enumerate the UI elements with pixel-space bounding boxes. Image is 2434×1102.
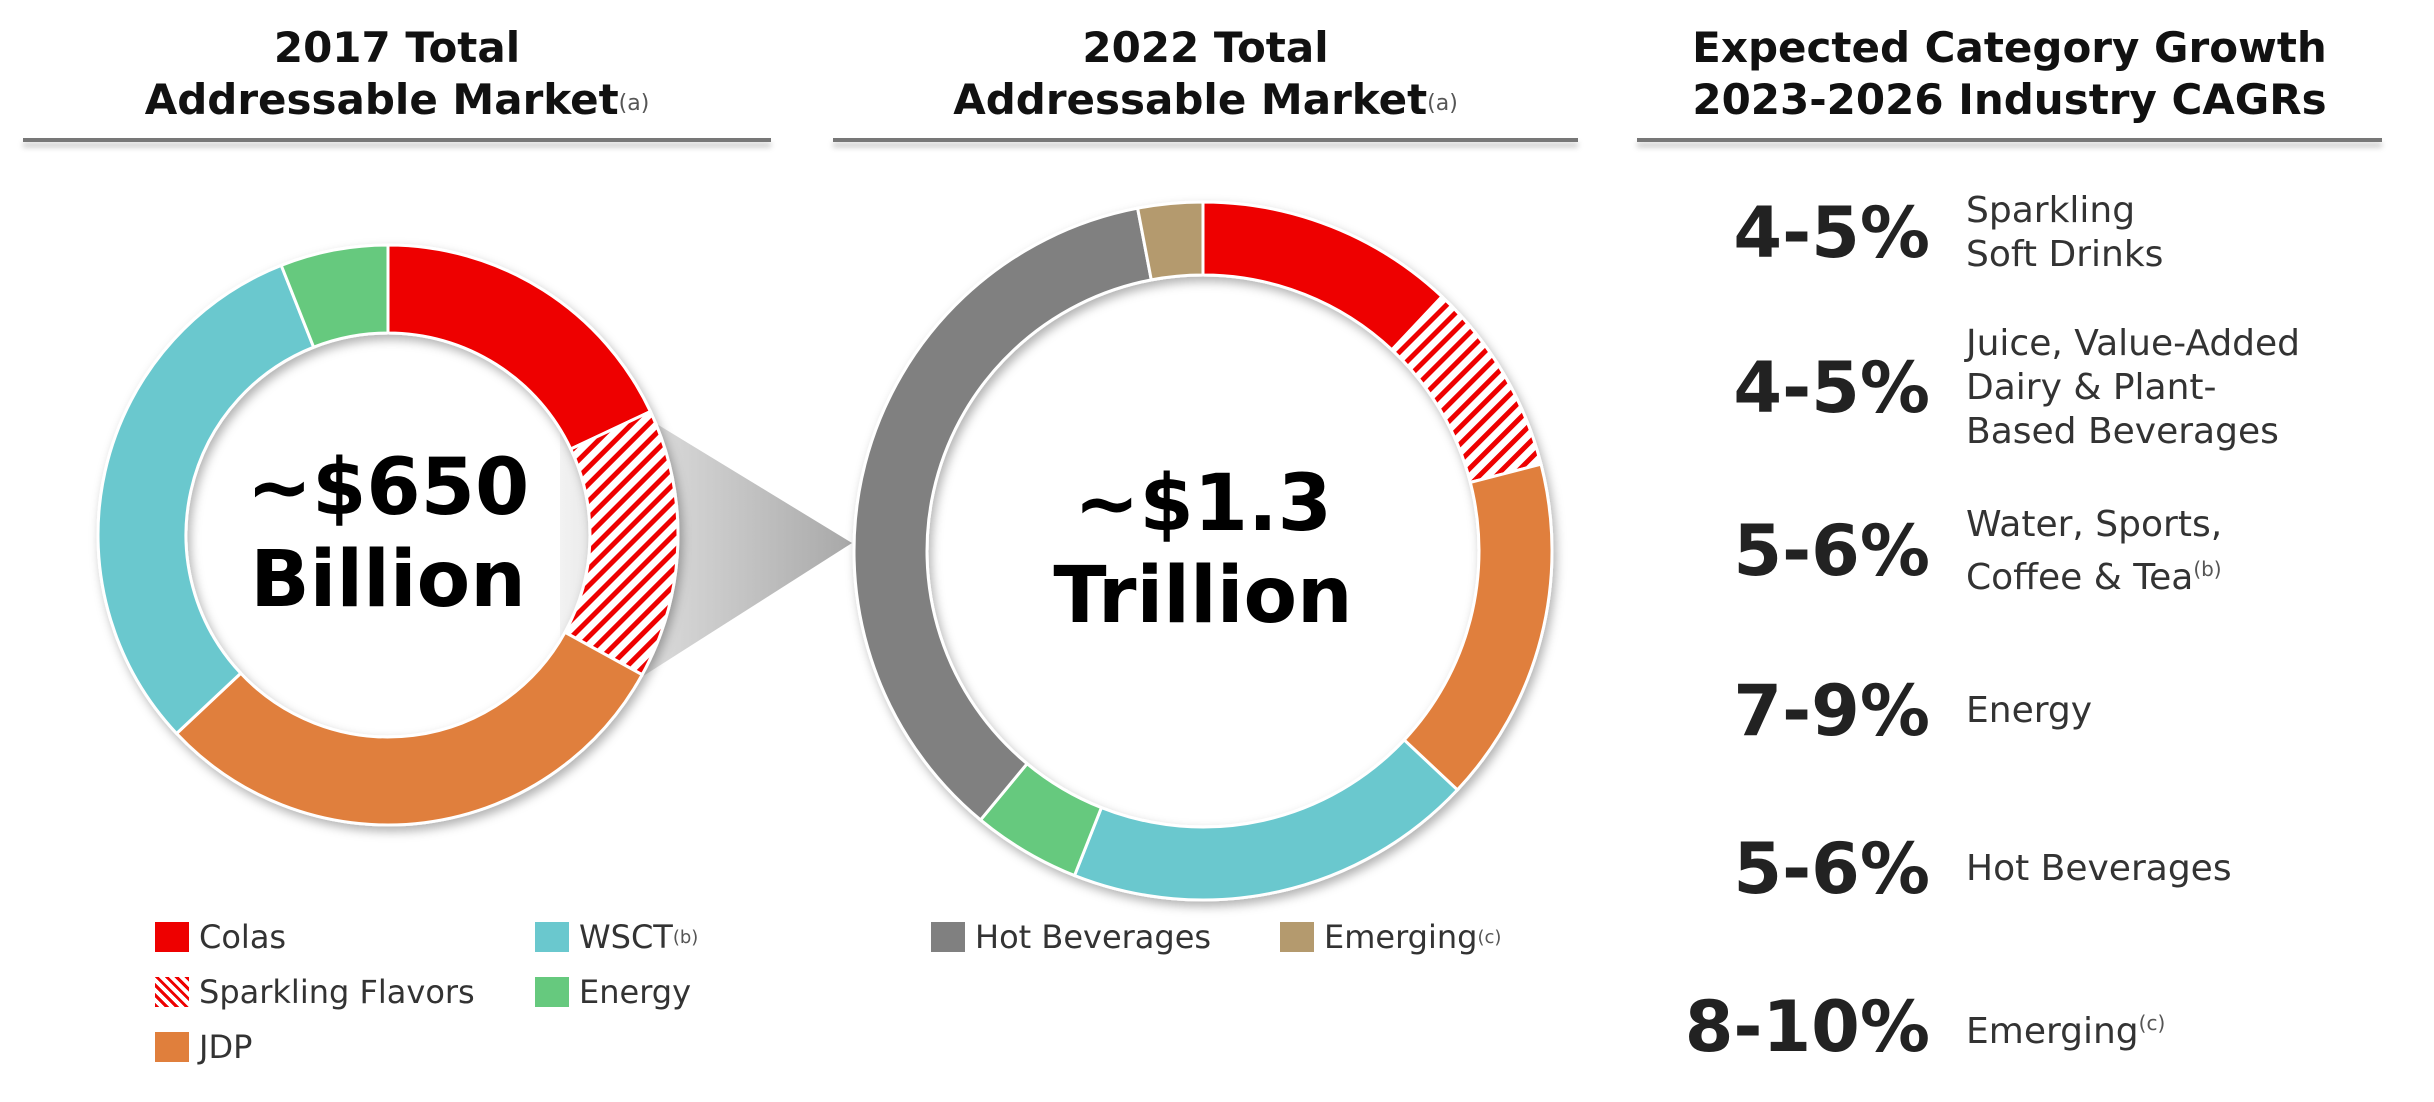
growth-label: Emerging(c) — [1966, 1001, 2165, 1054]
growth-label: Water, Sports, Coffee & Tea(b) — [1966, 503, 2222, 600]
legend-swatch-energy — [535, 977, 569, 1007]
slice-colas — [386, 243, 653, 451]
growth-label: Energy — [1966, 689, 2092, 733]
legend-wsct: WSCT (b) — [535, 918, 698, 956]
header-2022-line2-wrap: Addressable Market(a) — [833, 74, 1578, 126]
growth-pct: 5-6% — [1733, 828, 1930, 910]
legend-swatch-jdp — [155, 1032, 189, 1062]
growth-label-line: Energy — [1966, 690, 2093, 731]
growth-label-line: Juice, Value-Added — [1966, 323, 2301, 364]
header-2022: 2022 Total Addressable Market(a) — [833, 22, 1578, 126]
slice-emerging — [1135, 200, 1205, 282]
legend-hot-beverages: Hot Beverages — [931, 918, 1211, 956]
legend-swatch-sparkling — [155, 977, 189, 1007]
slice-wsct — [96, 263, 316, 736]
growth-label-line: Water, Sports, — [1966, 503, 2223, 545]
header-2017-line2-wrap: Addressable Market(a) — [23, 74, 771, 126]
header-2017-note: (a) — [618, 91, 650, 116]
center-2022-value: ~$1.3 — [1074, 459, 1332, 549]
center-2017-value: ~$650 — [246, 443, 530, 533]
growth-row: 5-6% Hot Beverages — [1640, 794, 2420, 944]
legend-colas: Colas — [155, 918, 286, 956]
growth-label-line: Based Beverages — [1966, 411, 2279, 452]
slice-energy — [279, 243, 390, 350]
donut-2022 — [852, 200, 1554, 902]
growth-label-line: Emerging(c) — [1966, 1010, 2166, 1052]
growth-pct: 7-9% — [1733, 670, 1930, 752]
slice-wsct — [1072, 737, 1460, 902]
growth-pct: 4-5% — [1733, 192, 1930, 274]
growth-pct: 5-6% — [1733, 510, 1930, 592]
legend-swatch-wsct — [535, 922, 569, 952]
center-label-2017: ~$650 Billion — [188, 442, 588, 626]
header-2022-line2: Addressable Market — [953, 75, 1428, 124]
slice-sparkling-flavors — [1389, 294, 1543, 485]
growth-row: 4-5% Juice, Value-Added Dairy & Plant- Base… — [1640, 313, 2420, 463]
legend-swatch-hot-beverages — [931, 922, 965, 952]
growth-row: 4-5% Sparkling Soft Drinks — [1640, 158, 2420, 308]
legend-emerging: Emerging (c) — [1280, 918, 1501, 956]
legend-note: (c) — [1477, 926, 1502, 948]
growth-label-line: Dairy & Plant- — [1966, 367, 2217, 408]
growth-pct: 4-5% — [1733, 347, 1930, 429]
legend-sparkling-flavors: Sparkling Flavors — [155, 973, 475, 1011]
legend-label: Hot Beverages — [975, 918, 1212, 956]
legend-swatch-emerging — [1280, 922, 1314, 952]
growth-row: 5-6% Water, Sports, Coffee & Tea(b) — [1640, 476, 2420, 626]
header-2017-rule — [23, 138, 771, 142]
header-growth: Expected Category Growth 2023-2026 Indus… — [1637, 22, 2382, 126]
growth-label-line: Hot Beverages — [1966, 848, 2232, 889]
slice-hot-beverages — [852, 206, 1154, 823]
growth-label-line: Sparkling — [1966, 190, 2136, 231]
header-2022-rule — [833, 138, 1578, 142]
growth-label-line: Coffee & Tea(b) — [1966, 556, 2222, 598]
legend-label: Emerging — [1324, 918, 1478, 956]
slice-jdp — [1402, 462, 1554, 793]
center-2017-unit: Billion — [250, 535, 526, 625]
legend-label: Energy — [579, 973, 692, 1011]
legend-energy: Energy — [535, 973, 691, 1011]
legend-label: WSCT — [579, 918, 673, 956]
center-label-2022: ~$1.3 Trillion — [1003, 458, 1403, 642]
growth-row: 8-10% Emerging(c) — [1640, 952, 2420, 1102]
header-growth-line2: 2023-2026 Industry CAGRs — [1692, 75, 2327, 124]
legend-label: Sparkling Flavors — [199, 973, 475, 1011]
header-2022-line1: 2022 Total — [1082, 23, 1329, 72]
header-growth-line1: Expected Category Growth — [1692, 23, 2327, 72]
legend-swatch-colas — [155, 922, 189, 952]
legend-label: JDP — [199, 1028, 253, 1066]
growth-label: Juice, Value-Added Dairy & Plant- Based Be… — [1966, 322, 2300, 454]
header-2022-note: (a) — [1427, 91, 1458, 116]
growth-label: Sparkling Soft Drinks — [1966, 189, 2163, 277]
header-growth-rule — [1637, 138, 2382, 142]
slice-colas — [1201, 200, 1445, 352]
donut-2017 — [96, 243, 680, 827]
growth-note: (b) — [2193, 556, 2222, 581]
header-2017-line2: Addressable Market — [144, 75, 619, 124]
header-2017-line1: 2017 Total — [273, 23, 521, 72]
slice-jdp — [174, 630, 645, 827]
legend-note: (b) — [672, 926, 699, 948]
header-2017: 2017 Total Addressable Market(a) — [23, 22, 771, 126]
growth-row: 7-9% Energy — [1640, 636, 2420, 786]
center-2022-unit: Trillion — [1053, 551, 1353, 641]
growth-pct: 8-10% — [1684, 986, 1930, 1068]
growth-label-line: Soft Drinks — [1966, 234, 2164, 275]
legend-label: Colas — [199, 918, 287, 956]
growth-label: Hot Beverages — [1966, 847, 2232, 891]
legend-jdp: JDP — [155, 1028, 252, 1066]
growth-note: (c) — [2138, 1010, 2166, 1035]
